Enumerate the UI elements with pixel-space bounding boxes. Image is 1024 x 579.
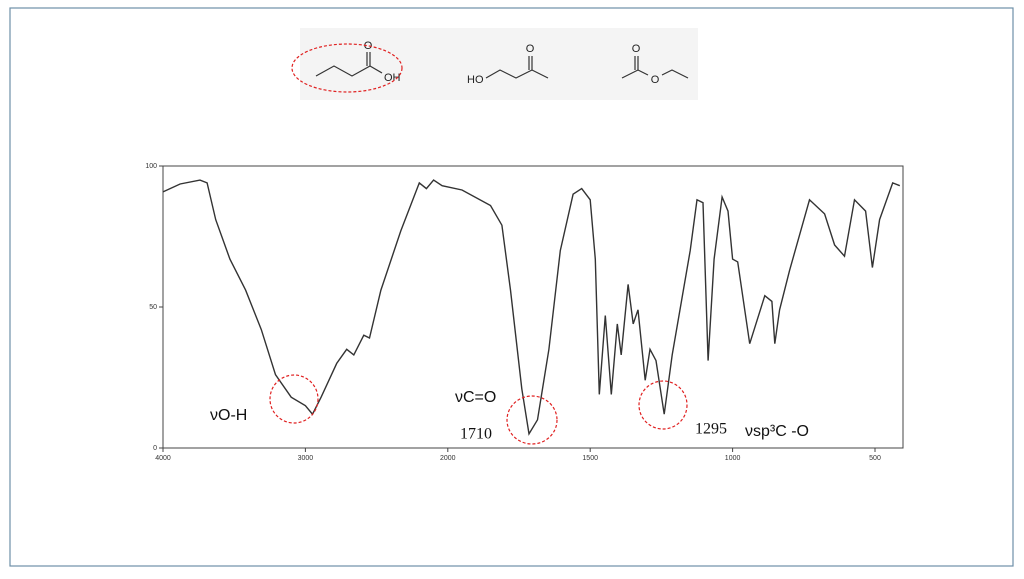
structures: O OH HO O O O [291, 28, 698, 100]
atom-label: O [526, 43, 535, 55]
spectrum-line [162, 179, 901, 436]
atom-label: O [632, 43, 641, 55]
x-tick-label: 2000 [440, 455, 456, 462]
bond [661, 69, 689, 79]
atom-label: OH [384, 72, 401, 84]
annotation: 1710 [460, 426, 492, 443]
annotation: νsp³C -O [745, 423, 809, 440]
peak-circle [506, 395, 558, 445]
y-tick-label: 100 [145, 163, 157, 170]
x-tick-label: 4000 [155, 455, 171, 462]
bond [315, 52, 371, 77]
peak-highlights [269, 374, 688, 445]
x-tick-label: 500 [869, 455, 881, 462]
slide-border [9, 7, 1014, 567]
annotation: νC=O [455, 389, 496, 406]
x-tick-label: 1500 [582, 455, 598, 462]
structure-panel [300, 28, 698, 100]
peak-circle [269, 374, 319, 424]
y-tick-label: 50 [149, 304, 157, 311]
highlight-ellipse [291, 43, 403, 93]
annotation: νO-H [210, 407, 247, 424]
annotation: 1295 [695, 421, 727, 438]
peak-circle [638, 380, 688, 430]
atom-label: HO [467, 74, 484, 86]
bond [485, 69, 549, 79]
bond [369, 65, 383, 74]
atom-label: O [364, 40, 373, 52]
atom-label: O [651, 74, 660, 86]
x-tick-label: 3000 [298, 455, 314, 462]
plot: 4000 3000 2000 1500 1000 500 0 50 100 [145, 163, 901, 462]
x-tick-label: 1000 [725, 455, 741, 462]
y-tick-label: 0 [153, 445, 157, 452]
